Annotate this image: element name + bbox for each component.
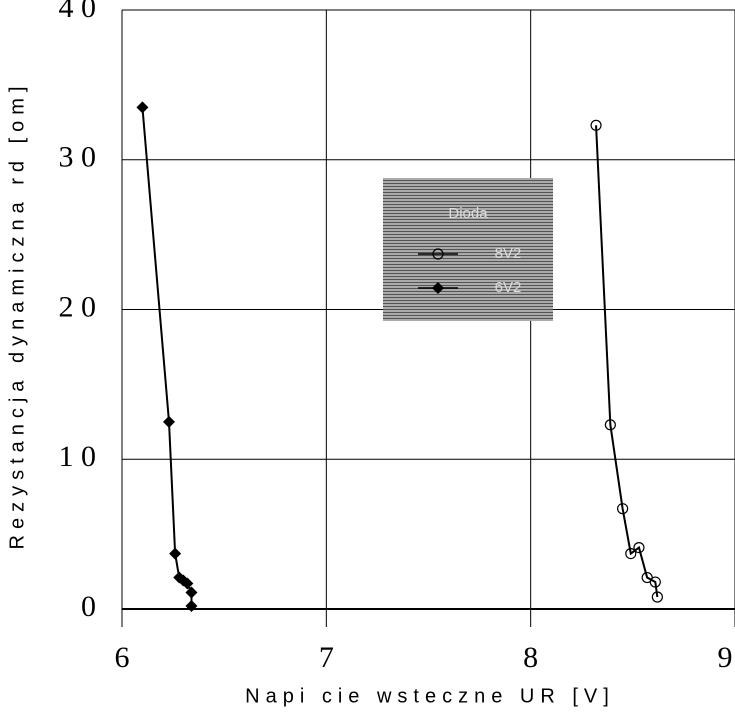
x-tick-label: 9: [718, 641, 733, 674]
data-point: [651, 591, 663, 603]
legend-box: [383, 178, 553, 321]
legend-marker: [432, 282, 444, 294]
data-point: [604, 419, 616, 431]
data-point: [181, 577, 194, 590]
legend: Dioda 8V2 6V2: [383, 178, 553, 321]
series-line: [141, 107, 193, 607]
data-point: [185, 600, 198, 613]
x-tick-label: 7: [319, 641, 334, 674]
y-axis-title: Rezystancja dynamiczna rd [om]: [6, 80, 28, 549]
series-line: [595, 125, 659, 598]
data-point: [136, 101, 149, 114]
x-tick-label: 6: [115, 641, 130, 674]
y-tick-label: 4 0: [59, 0, 97, 24]
x-axis-title: Napi cie wsteczne UR [V]: [245, 685, 615, 707]
y-tick-label: 2 0: [59, 290, 97, 323]
data-point: [169, 547, 182, 560]
y-tick-label: 3 0: [59, 141, 97, 174]
data-point: [625, 547, 637, 560]
data-point: [185, 586, 198, 599]
legend-label: 6V2: [495, 279, 522, 296]
x-tick-label: 8: [523, 641, 538, 674]
data-point: [633, 542, 645, 554]
legend-label: 8V2: [495, 245, 522, 262]
y-tick-label: 1 0: [59, 440, 97, 473]
y-tick-label: 0: [81, 590, 96, 623]
data-point: [162, 415, 175, 428]
data-point: [617, 503, 629, 515]
legend-title: Dioda: [448, 205, 488, 222]
data-point: [590, 119, 602, 131]
data-point: [649, 576, 661, 588]
legend-marker: [432, 248, 444, 260]
